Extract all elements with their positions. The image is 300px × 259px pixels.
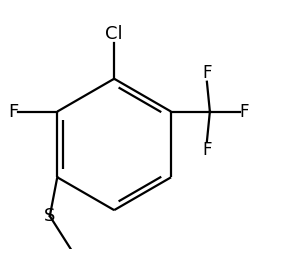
Text: Cl: Cl [105, 25, 123, 43]
Text: F: F [240, 103, 249, 121]
Text: F: F [202, 64, 212, 82]
Text: S: S [44, 207, 56, 225]
Text: F: F [202, 141, 212, 160]
Text: F: F [8, 103, 19, 121]
